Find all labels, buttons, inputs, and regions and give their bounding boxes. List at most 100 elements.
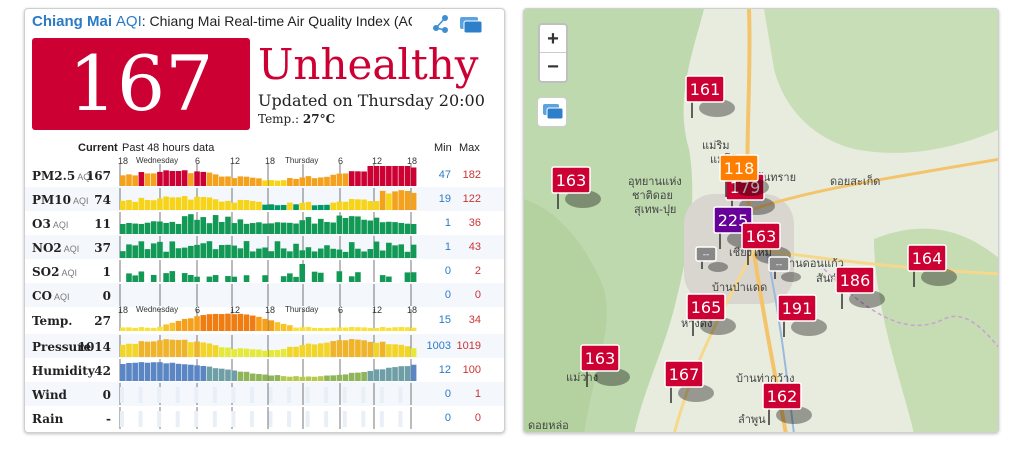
row-max-value: 182	[462, 169, 481, 181]
station-marker[interactable]: 161	[685, 75, 735, 118]
sparkline-bar	[379, 250, 386, 258]
sparkline-bar	[200, 217, 207, 234]
row-label-text: Temp.	[32, 314, 73, 328]
share-icon[interactable]	[433, 15, 448, 33]
station-marker[interactable]: 118	[719, 154, 769, 197]
sparkline-bar	[392, 327, 398, 331]
sparkline-co[interactable]	[119, 284, 417, 306]
sparkline-bar	[373, 201, 380, 210]
zoom-in-button[interactable]: +	[540, 25, 566, 53]
sparkline-bar	[132, 275, 138, 282]
sparkline-bar	[410, 244, 417, 258]
sparkline-bar	[324, 411, 329, 427]
sparkline-bar	[144, 362, 151, 381]
city-link[interactable]: Chiang Mai	[32, 13, 113, 30]
sparkline-temp[interactable]	[119, 309, 417, 331]
sparkline-bar	[132, 175, 138, 186]
sparkline-bar	[330, 248, 336, 258]
sparkline-bar	[274, 180, 281, 186]
sparkline-bar	[163, 222, 169, 234]
sparkline-bar	[157, 198, 163, 210]
sparkline-bar	[231, 276, 237, 282]
row-label-text: O3	[32, 217, 51, 231]
zoom-out-button[interactable]: −	[547, 56, 559, 78]
row-max-value: 1019	[456, 340, 481, 352]
sparkline-bar	[392, 166, 398, 186]
time-axis-label: 12	[230, 156, 241, 166]
station-marker[interactable]: 163	[551, 166, 601, 209]
map-place-label: แม่ริม	[702, 139, 730, 152]
map-view[interactable]: แม่ริมแม่โจ้อุทยานแห่งชาติดอยสุเทพ-ปุยสั…	[523, 8, 999, 433]
sparkline-bar	[348, 276, 355, 282]
sparkline-pm10[interactable]	[119, 188, 417, 210]
row-unit: AQI	[61, 268, 77, 278]
sparkline-so2[interactable]	[119, 260, 417, 282]
station-marker[interactable]: 164	[907, 244, 957, 287]
marker-box	[686, 293, 726, 321]
station-marker[interactable]: 165	[686, 293, 736, 336]
sparkline-bar	[268, 411, 273, 427]
header-icons	[430, 13, 490, 35]
sparkline-bar	[126, 362, 132, 381]
station-marker[interactable]: --	[768, 256, 801, 282]
map-canvas[interactable]: แม่ริมแม่โจ้อุทยานแห่งชาติดอยสุเทพ-ปุยสั…	[524, 9, 999, 433]
sparkline-bar	[287, 376, 293, 381]
layers-icon[interactable]	[460, 17, 483, 34]
row-min-value: 12	[438, 364, 451, 376]
marker-box	[719, 154, 759, 182]
station-marker[interactable]: 167	[664, 360, 714, 403]
row-current-value: 0	[102, 388, 111, 402]
sparkline-bar	[336, 201, 343, 210]
sparkline-pres[interactable]	[119, 335, 417, 357]
sparkline-bar	[287, 325, 293, 331]
station-marker[interactable]: 191	[777, 294, 827, 337]
sparkline-bar	[361, 411, 366, 427]
sparkline-bar	[280, 180, 287, 186]
sparkline-bar	[386, 221, 392, 234]
sparkline-bar	[231, 349, 237, 357]
sparkline-bar	[392, 344, 398, 357]
sparkline-bar	[120, 344, 126, 357]
sparkline-bar	[150, 243, 157, 258]
sparkline-bar	[287, 251, 293, 258]
sparkline-bar	[243, 199, 250, 210]
sparkline-bar	[386, 166, 392, 186]
station-marker[interactable]: 186	[835, 266, 885, 309]
sparkline-pm25[interactable]	[119, 164, 417, 186]
sparkline-bar	[330, 375, 336, 381]
sparkline-rain[interactable]	[119, 407, 417, 429]
row-label-text: CO	[32, 289, 53, 303]
temp-value: 27°C	[302, 112, 336, 126]
sparkline-bar	[169, 170, 176, 186]
marker-shadow	[733, 178, 769, 196]
sparkline-bar	[126, 222, 132, 234]
station-marker[interactable]: 163	[580, 344, 630, 387]
sparkline-bar	[318, 272, 324, 282]
map-place-label: ดอยสะเก็ด	[830, 174, 880, 188]
sparkline-bar	[132, 362, 138, 381]
sparkline-wind[interactable]	[119, 383, 417, 405]
sparkline-bar	[373, 217, 380, 234]
station-marker[interactable]: --	[695, 246, 728, 272]
sparkline-hum[interactable]	[119, 359, 417, 381]
sparkline-bar	[169, 271, 176, 282]
row-min-value: 1	[444, 217, 451, 229]
sparkline-bar	[355, 372, 361, 381]
time-axis-label: 6	[195, 156, 201, 166]
map-layers-button[interactable]	[537, 97, 567, 127]
row-max-value: 0	[474, 412, 481, 424]
station-marker[interactable]: 162	[762, 382, 812, 425]
map-place-label: บ้านป่าแดด	[712, 281, 767, 294]
sparkline-o3[interactable]	[119, 212, 417, 234]
updated-time: Updated on Thursday 20:00	[258, 91, 485, 110]
aqi-link[interactable]: AQI	[115, 13, 142, 30]
sparkline-no2[interactable]	[119, 236, 417, 258]
marker-box	[580, 344, 620, 372]
row-label-text: PM2.5	[32, 169, 76, 183]
station-marker[interactable]: 163	[741, 222, 791, 265]
row-label-no2: NO2 AQI	[32, 241, 79, 255]
sparkline-bar	[132, 327, 138, 331]
sparkline-bar	[243, 223, 250, 234]
sparkline-bar	[305, 343, 312, 357]
sparkline-bar	[225, 244, 231, 258]
